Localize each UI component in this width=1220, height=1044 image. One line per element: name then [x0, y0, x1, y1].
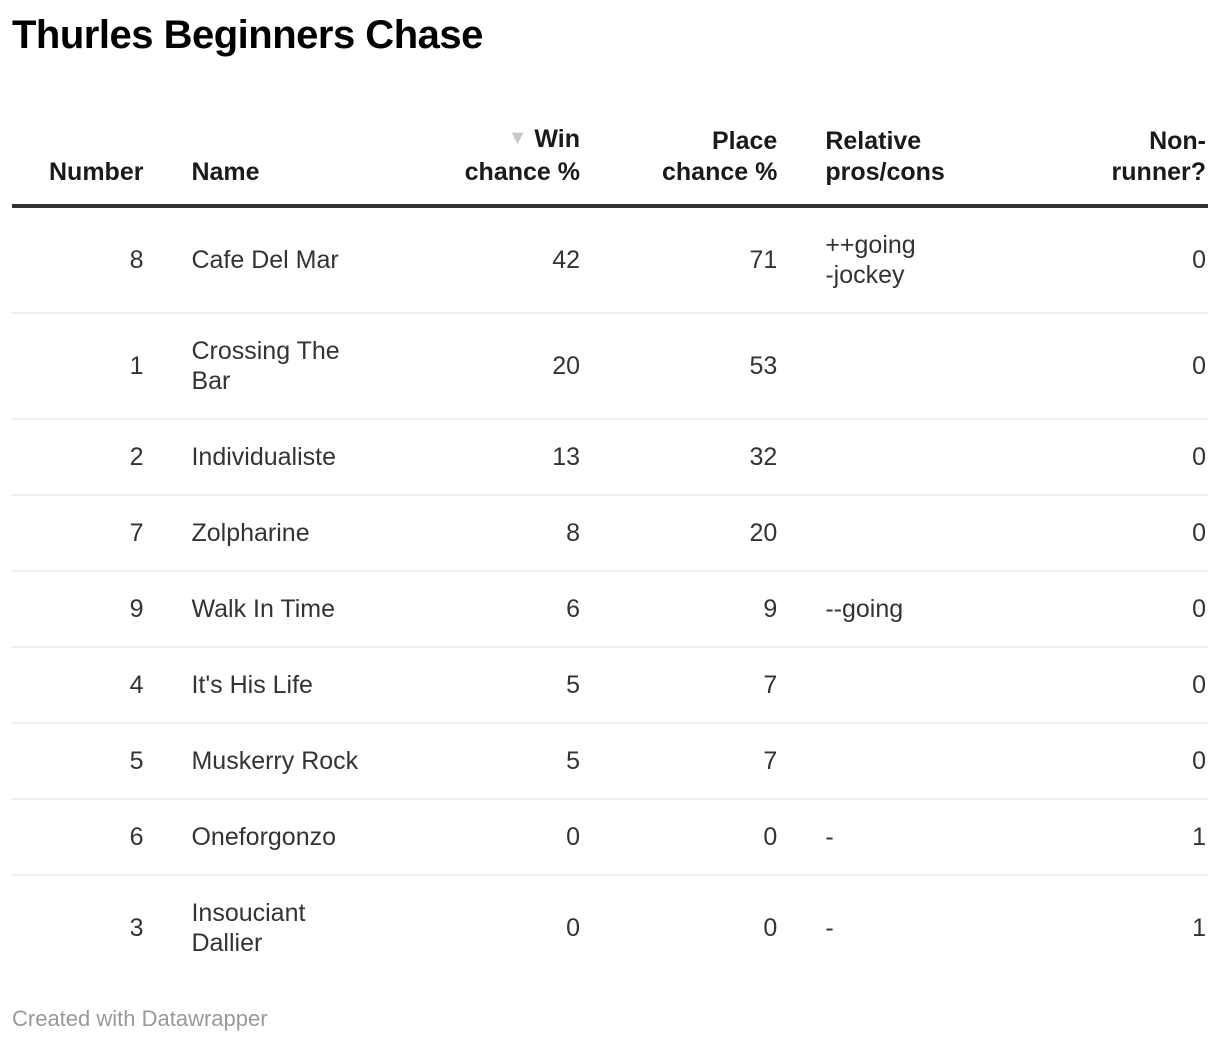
table-body: 8 Cafe Del Mar 42 71 ++going -jockey 0 1 Crossi…: [12, 206, 1208, 980]
cell-pros: [801, 312, 1059, 419]
column-header-label: Name: [191, 158, 260, 186]
cell-win: 8: [394, 494, 604, 571]
column-header-label: Non- runner?: [1111, 127, 1206, 186]
cell-place: 7: [604, 646, 802, 723]
cell-name: Muskerry Rock: [167, 722, 395, 799]
column-header-label: Relative pros/cons: [825, 127, 945, 186]
cell-number: 8: [129, 246, 144, 274]
table-row: 3 Insouciant Dallier 0 0-1: [12, 874, 1208, 980]
cell-pros: -: [801, 798, 1059, 875]
cell-place: 9: [604, 570, 802, 647]
cell-pros: ++going -jockey: [825, 231, 916, 289]
header-row: Number Name ▼ Win chance % Place chance % Rel…: [12, 98, 1208, 208]
sort-desc-icon: ▼: [507, 127, 528, 149]
table-row: 8 Cafe Del Mar 42 71 ++going -jockey 0: [12, 206, 1208, 313]
table-row: 4 It's His Life 5 7 0: [12, 646, 1208, 723]
column-header-name[interactable]: Name: [167, 98, 395, 208]
cell-number: 4: [12, 646, 168, 723]
attribution-text[interactable]: Created with Datawrapper: [12, 1006, 268, 1031]
cell-nonrunner: 0: [1058, 646, 1208, 723]
cell-pros: -: [801, 874, 1059, 980]
cell-win: 0: [394, 798, 604, 875]
cell-place: 0: [604, 874, 802, 980]
cell-win: 5: [394, 646, 604, 723]
cell-win: 42: [552, 246, 580, 274]
cell-name: Walk In Time: [167, 570, 395, 647]
table-row: 9 Walk In Time 6 9 --going 0: [12, 570, 1208, 647]
cell-nonrunner: 1: [1058, 874, 1208, 980]
column-header-label: Number: [49, 158, 144, 186]
cell-pros: --going: [801, 570, 1059, 647]
table-row: 2 Individualiste 13 32 0: [12, 418, 1208, 495]
table-row: 6 Oneforgonzo 0 0-1: [12, 798, 1208, 875]
cell-number: 7: [12, 494, 168, 571]
column-header-label: Win chance %: [464, 125, 580, 186]
column-header-nonrunner[interactable]: Non- runner?: [1058, 98, 1208, 208]
cell-win: 13: [394, 418, 604, 495]
attribution[interactable]: Created with Datawrapper: [12, 1006, 1208, 1032]
table-row: 7 Zolpharine 8 20 0: [12, 494, 1208, 571]
cell-nonrunner: 0: [1058, 494, 1208, 571]
cell-win: 6: [394, 570, 604, 647]
cell-nonrunner: 1: [1058, 798, 1208, 875]
cell-name: Zolpharine: [167, 494, 395, 571]
cell-place: 32: [604, 418, 802, 495]
cell-nonrunner: 0: [1058, 418, 1208, 495]
cell-place: 71: [749, 246, 778, 274]
cell-win: 5: [394, 722, 604, 799]
column-header-label: Place chance %: [661, 127, 778, 186]
column-header-win[interactable]: ▼ Win chance %: [394, 98, 604, 208]
cell-name: Crossing The Bar: [167, 312, 395, 419]
cell-name: Insouciant Dallier: [167, 874, 395, 980]
cell-pros: [801, 722, 1059, 799]
cell-pros: [801, 494, 1059, 571]
cell-number: 2: [12, 418, 168, 495]
cell-pros: [801, 418, 1059, 495]
cell-place: 0: [604, 798, 802, 875]
cell-win: 0: [394, 874, 604, 980]
cell-number: 6: [12, 798, 168, 875]
column-header-place[interactable]: Place chance %: [604, 98, 802, 208]
column-header-pros[interactable]: Relative pros/cons: [801, 98, 1059, 208]
cell-place: 7: [604, 722, 802, 799]
column-header-number[interactable]: Number: [12, 98, 168, 208]
cell-win: 20: [394, 312, 604, 419]
cell-nonrunner: 0: [1058, 722, 1208, 799]
table-header: Number Name ▼ Win chance % Place chance % Rel…: [12, 98, 1208, 208]
cell-pros: [801, 646, 1059, 723]
cell-number: 3: [12, 874, 168, 980]
cell-place: 53: [604, 312, 802, 419]
cell-nonrunner: 0: [1058, 312, 1208, 419]
page-title: Thurles Beginners Chase: [12, 13, 483, 57]
table-row: 5 Muskerry Rock 5 7 0: [12, 722, 1208, 799]
race-table: Number Name ▼ Win chance % Place chance % Rel…: [12, 98, 1208, 980]
cell-place: 20: [604, 494, 802, 571]
cell-nonrunner: 0: [1058, 570, 1208, 647]
cell-number: 9: [12, 570, 168, 647]
cell-name: Individualiste: [167, 418, 395, 495]
cell-name: Oneforgonzo: [167, 798, 395, 875]
cell-number: 5: [12, 722, 168, 799]
cell-number: 1: [12, 312, 168, 419]
cell-name: It's His Life: [167, 646, 395, 723]
cell-nonrunner: 0: [1192, 246, 1206, 274]
table-row: 1 Crossing The Bar 20 53 0: [12, 312, 1208, 419]
cell-name: Cafe Del Mar: [191, 246, 339, 274]
